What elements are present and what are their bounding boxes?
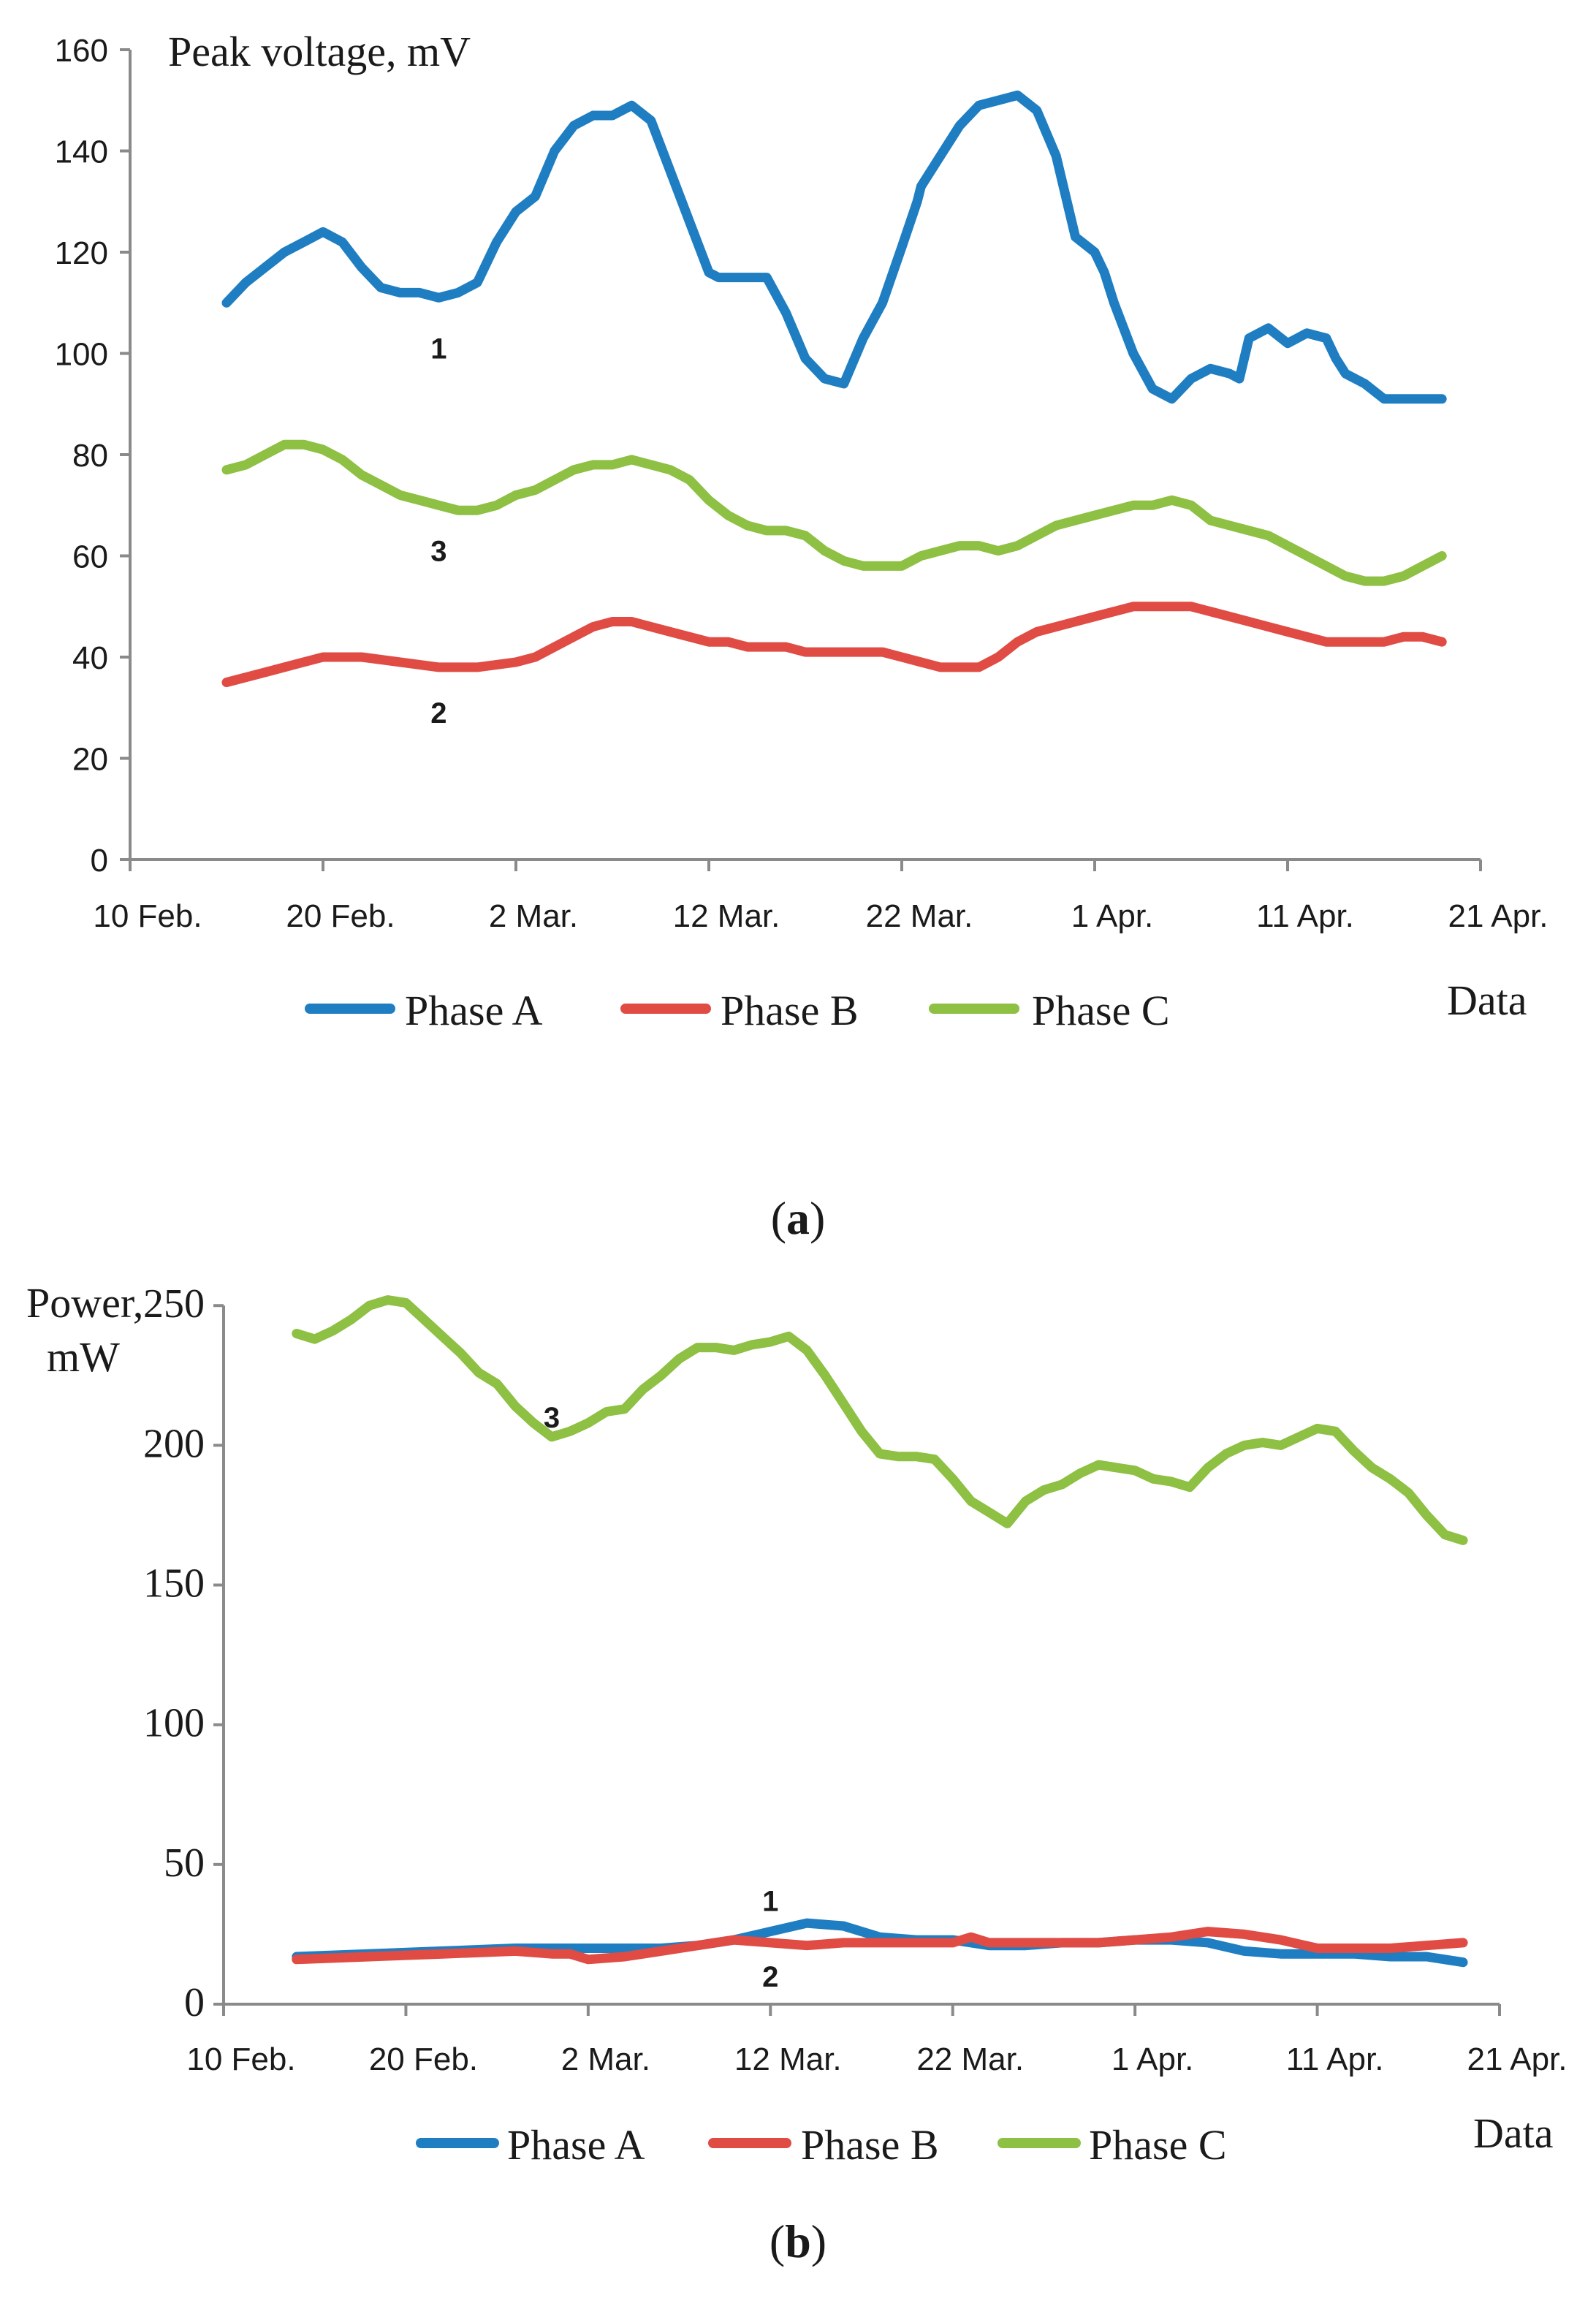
y-tick-label: 60 [72, 539, 108, 575]
panel-b-legend-label-phase-a: Phase A [507, 2121, 645, 2169]
panel-a-caption-letter: a [786, 1192, 810, 1244]
y-tick-label: 120 [55, 235, 108, 271]
panel-a-series-phase-a [221, 90, 1447, 404]
y-tick-label: 150 [143, 1561, 205, 1607]
panel-a-legend: Phase A Phase B Phase C [305, 987, 1170, 1034]
x-tick-label: 22 Mar. [866, 898, 973, 934]
panel-b-series-phase-b [292, 1927, 1468, 1965]
y-tick-label: 200 [143, 1421, 205, 1466]
x-tick-label: 12 Mar. [734, 2041, 842, 2077]
panel-b-legend-label-phase-b: Phase B [801, 2121, 939, 2169]
x-tick-label: 12 Mar. [673, 898, 780, 934]
x-tick-label: 20 Feb. [369, 2041, 478, 2077]
y-tick-label: 140 [55, 134, 108, 170]
y-tick-label: 50 [164, 1840, 205, 1886]
panel-a-legend-label-phase-b: Phase B [721, 987, 859, 1034]
x-tick-label: 10 Feb. [93, 898, 202, 934]
panel-b-series-layer [292, 1295, 1468, 1968]
panel-b-series-phase-a [292, 1918, 1468, 1968]
panel-b-y-axis: 0 50 100 150 200 250 [143, 1281, 225, 2025]
x-tick-label: 22 Mar. [916, 2041, 1024, 2077]
curve-number-label: 1 [762, 1886, 778, 1918]
x-tick-label: 1 Apr. [1071, 898, 1154, 934]
x-tick-label: 10 Feb. [186, 2041, 295, 2077]
panel-a-x-axis: 10 Feb. 20 Feb. 2 Mar. 12 Mar. 22 Mar. 1 Apr.… [93, 858, 1548, 934]
x-tick-label: 21 Apr. [1467, 2041, 1567, 2077]
panel-b-x-axis: 10 Feb. 20 Feb. 2 Mar. 12 Mar. 22 Mar. 1 Apr.… [186, 2003, 1568, 2077]
panel-a-series-phase-c [221, 439, 1447, 586]
y-tick-label: 100 [143, 1701, 205, 1746]
panel-a-legend-label-phase-c: Phase C [1032, 987, 1170, 1034]
y-tick-label: 0 [184, 1980, 205, 2025]
y-tick-label: 100 [55, 337, 108, 373]
panel-b-legend-label-phase-c: Phase C [1089, 2121, 1227, 2169]
panel-a-series-layer [221, 90, 1447, 688]
y-tick-label: 0 [91, 843, 108, 879]
panel-b-chart: Power, mW 0 50 100 150 200 250 10 Feb. 20 Feb.… [26, 1279, 1568, 2267]
x-tick-label: 2 Mar. [561, 2041, 650, 2077]
panel-a-legend-label-phase-a: Phase A [405, 987, 543, 1034]
x-tick-label: 11 Apr. [1286, 2041, 1384, 2077]
y-tick-label: 250 [143, 1281, 205, 1327]
curve-number-label: 3 [430, 536, 446, 568]
curve-number-label: 3 [544, 1402, 560, 1434]
panel-a-chart: Peak voltage, mV 0 20 40 60 80 100 120 140 160 1… [55, 28, 1548, 1244]
panel-a-y-axis-label: Peak voltage, mV [168, 28, 471, 75]
x-tick-label: 11 Apr. [1256, 898, 1354, 934]
panel-b-x-axis-label: Data [1473, 2109, 1554, 2157]
x-tick-label: 1 Apr. [1112, 2041, 1194, 2077]
panel-b-y-axis-unit: mW [47, 1333, 120, 1381]
panel-a-series-phase-b [221, 602, 1447, 688]
x-tick-label: 21 Apr. [1448, 898, 1548, 934]
y-tick-label: 160 [55, 33, 108, 69]
panel-b-caption: (b) [770, 2215, 826, 2267]
panel-b-y-axis-label: Power, [26, 1279, 143, 1327]
panel-b-caption-letter: b [785, 2215, 811, 2267]
curve-number-label: 1 [430, 333, 446, 365]
y-tick-label: 80 [72, 438, 108, 474]
y-tick-label: 40 [72, 640, 108, 676]
curve-number-label: 2 [762, 1961, 778, 1993]
panel-a-y-axis: 0 20 40 60 80 100 120 140 160 [55, 33, 132, 879]
x-tick-label: 2 Mar. [489, 898, 578, 934]
panel-b-annotations: 3 1 2 [544, 1402, 779, 1993]
curve-number-label: 2 [430, 697, 446, 729]
y-tick-label: 20 [72, 742, 108, 778]
panel-b-legend: Phase A Phase B Phase C [416, 2121, 1227, 2169]
x-tick-label: 20 Feb. [286, 898, 395, 934]
panel-a-annotations: 1 3 2 [430, 333, 446, 730]
panel-b-series-phase-c [292, 1295, 1468, 1545]
panel-a-x-axis-label: Data [1447, 977, 1527, 1024]
panel-a-caption: (a) [771, 1192, 826, 1244]
